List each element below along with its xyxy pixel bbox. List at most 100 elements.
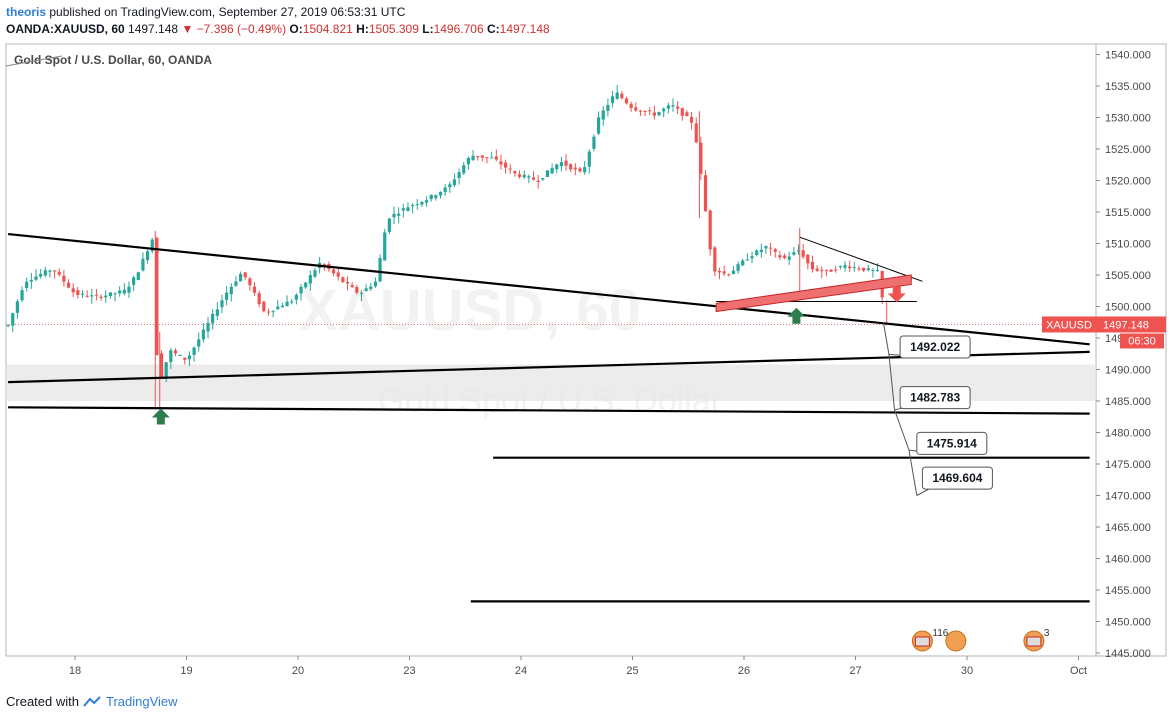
candle-body <box>132 277 136 285</box>
candle-body <box>248 278 252 286</box>
candle-body <box>34 276 38 280</box>
candle-body <box>494 156 498 160</box>
trend-lines[interactable] <box>7 232 1090 603</box>
last-price-label: 1497.148 <box>1103 319 1149 331</box>
y-tick-label: 1485.000 <box>1105 396 1151 408</box>
candle-body <box>810 261 815 270</box>
candle-body <box>662 108 666 112</box>
x-tick-label: 20 <box>292 665 304 677</box>
candle-body <box>573 167 577 170</box>
candle-body <box>20 290 24 301</box>
candle-body <box>657 112 661 116</box>
candle-body <box>689 116 694 123</box>
candle-body <box>411 205 415 207</box>
candle-body <box>369 286 373 289</box>
symbol-tag-label: XAUUSD <box>1046 319 1092 331</box>
candle-body <box>592 136 596 149</box>
tradingview-logo-icon <box>82 695 103 707</box>
y-tick-label: 1480.000 <box>1105 428 1151 440</box>
descending-trend-line[interactable] <box>7 232 1090 346</box>
candle-body <box>438 191 443 196</box>
candle-body <box>90 295 94 297</box>
candle-body <box>169 350 173 363</box>
candle-body <box>610 96 615 103</box>
countdown-label: 06:30 <box>1128 335 1156 347</box>
horizontal-support-1-line[interactable] <box>8 406 1090 415</box>
candle-body <box>304 282 308 288</box>
x-tick-label: 25 <box>626 665 638 677</box>
candle-body <box>559 162 563 167</box>
symbol-label[interactable]: OANDA:XAUUSD, 60 <box>6 22 125 36</box>
candle-body <box>871 270 875 272</box>
x-tick-label: 26 <box>738 665 750 677</box>
candle-body <box>731 270 736 275</box>
event-badge-1: 116 <box>932 628 948 639</box>
y-tick-label: 1540.000 <box>1105 50 1151 62</box>
candle-body <box>824 269 829 271</box>
candle-body <box>355 287 359 293</box>
candle-body <box>150 239 154 252</box>
candle-body <box>434 195 438 199</box>
down-arrow-icon: ▼ <box>181 22 194 36</box>
price-axis[interactable] <box>1095 43 1167 657</box>
candle-body <box>178 355 182 357</box>
y-tick-label: 1510.000 <box>1105 239 1151 251</box>
last-price-tag <box>1096 316 1166 333</box>
candle-body <box>596 117 601 134</box>
candle-body <box>801 250 805 257</box>
candle-body <box>211 313 215 324</box>
candles <box>6 85 888 408</box>
candle-body <box>122 289 126 294</box>
target-label-box <box>899 386 971 410</box>
candle-body <box>104 295 108 298</box>
candle-body <box>313 270 317 277</box>
candle-body <box>197 339 201 347</box>
candle-body <box>796 250 801 252</box>
candle-body <box>517 174 522 177</box>
y-tick-label: 1475.000 <box>1105 459 1151 471</box>
candle-body <box>57 271 61 275</box>
candle-body <box>387 218 391 232</box>
published-text: published on TradingView.com, September … <box>49 5 406 19</box>
close-value: 1497.148 <box>499 22 550 36</box>
candle-body <box>764 246 768 249</box>
candle-body <box>164 362 168 377</box>
candle-body <box>155 237 159 356</box>
candle-body <box>415 204 419 206</box>
open-label: O: <box>289 22 303 36</box>
candle-body <box>80 293 85 295</box>
candle-body <box>736 264 740 271</box>
candle-body <box>866 268 870 271</box>
candle-body <box>443 187 447 193</box>
tradingview-brand[interactable]: TradingView <box>106 694 178 709</box>
candle-body <box>15 301 19 313</box>
x-tick-label: 19 <box>180 665 192 677</box>
author-name[interactable]: theoris <box>6 5 47 19</box>
candle-body <box>220 300 224 308</box>
candle-body <box>127 286 131 293</box>
x-tick-label: 27 <box>849 665 861 677</box>
candle-body <box>778 255 782 258</box>
candle-body <box>452 179 457 186</box>
candle-body <box>341 277 345 282</box>
candle-body <box>206 322 210 332</box>
wedge-upper-line[interactable] <box>799 236 923 282</box>
target-label-2: 1482.783 <box>910 391 960 405</box>
x-axis-ticks: 18 19 20 23 24 25 26 27 30 Oct <box>69 656 1087 677</box>
candle-body <box>759 249 763 253</box>
candle-body <box>569 164 573 170</box>
high-label: H: <box>356 22 369 36</box>
y-axis-ticks: 1540.000 1535.000 1530.000 1525.000 1520.000… <box>1042 50 1166 660</box>
x-tick-label: Oct <box>1070 665 1087 677</box>
y-tick-label: 1445.000 <box>1105 648 1151 660</box>
symbol-price-tag <box>1042 316 1097 333</box>
countdown-tag <box>1120 333 1164 349</box>
candle-body <box>243 272 247 278</box>
target-label-4: 1469.604 <box>932 471 982 485</box>
candle-body <box>271 310 275 312</box>
candle-body <box>583 167 587 173</box>
candle-body <box>773 249 777 252</box>
chart-canvas[interactable]: XAUUSD, 60Gold Spot / U.S. Dollar 1492.0… <box>0 0 1171 690</box>
candle-body <box>192 347 196 355</box>
candle-body <box>145 251 150 261</box>
